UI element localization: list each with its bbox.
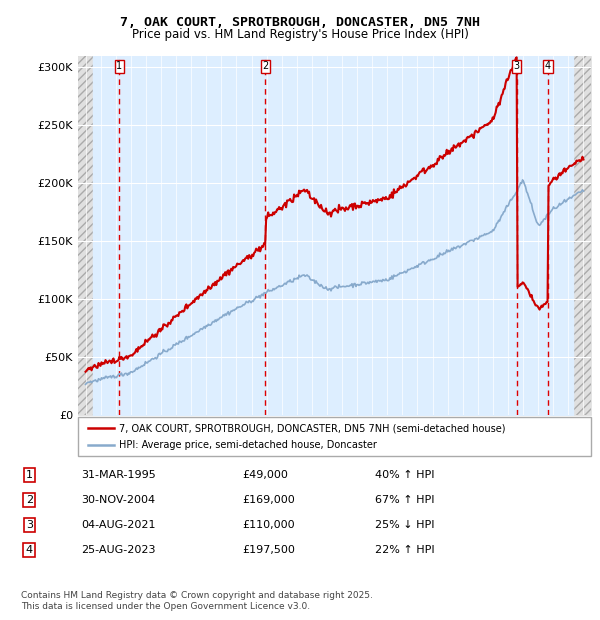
Text: 30-NOV-2004: 30-NOV-2004 (81, 495, 155, 505)
Text: 3: 3 (26, 520, 33, 530)
Text: £49,000: £49,000 (242, 470, 288, 480)
Text: 1: 1 (116, 61, 122, 71)
Text: 1: 1 (26, 470, 33, 480)
Text: 25% ↓ HPI: 25% ↓ HPI (375, 520, 434, 530)
Text: Price paid vs. HM Land Registry's House Price Index (HPI): Price paid vs. HM Land Registry's House … (131, 28, 469, 41)
Text: 2: 2 (26, 495, 33, 505)
Text: 04-AUG-2021: 04-AUG-2021 (81, 520, 155, 530)
Text: 67% ↑ HPI: 67% ↑ HPI (375, 495, 434, 505)
Text: 31-MAR-1995: 31-MAR-1995 (81, 470, 156, 480)
Text: £169,000: £169,000 (242, 495, 295, 505)
FancyBboxPatch shape (78, 417, 591, 456)
Text: 7, OAK COURT, SPROTBROUGH, DONCASTER, DN5 7NH: 7, OAK COURT, SPROTBROUGH, DONCASTER, DN… (120, 16, 480, 29)
Text: HPI: Average price, semi-detached house, Doncaster: HPI: Average price, semi-detached house,… (119, 440, 377, 450)
Text: Contains HM Land Registry data © Crown copyright and database right 2025.
This d: Contains HM Land Registry data © Crown c… (21, 591, 373, 611)
Text: 40% ↑ HPI: 40% ↑ HPI (375, 470, 434, 480)
Text: 22% ↑ HPI: 22% ↑ HPI (375, 545, 434, 555)
Text: 25-AUG-2023: 25-AUG-2023 (81, 545, 155, 555)
Text: 2: 2 (262, 61, 269, 71)
Text: 4: 4 (26, 545, 33, 555)
Text: £197,500: £197,500 (242, 545, 295, 555)
Text: 7, OAK COURT, SPROTBROUGH, DONCASTER, DN5 7NH (semi-detached house): 7, OAK COURT, SPROTBROUGH, DONCASTER, DN… (119, 423, 506, 433)
Text: 3: 3 (514, 61, 520, 71)
Text: 4: 4 (545, 61, 551, 71)
Text: £110,000: £110,000 (242, 520, 295, 530)
